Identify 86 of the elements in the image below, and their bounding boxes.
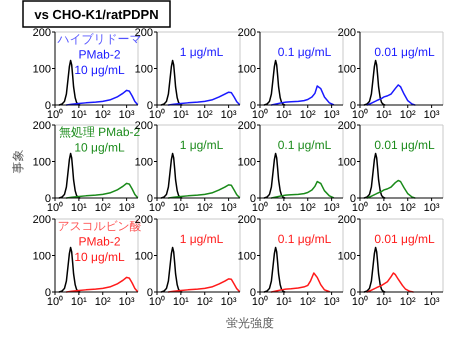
x-tick-label: 10³ — [324, 296, 340, 308]
x-tick-label: 10¹ — [376, 109, 392, 121]
x-tick-label: 10³ — [424, 296, 440, 308]
x-tick-label: 10¹ — [70, 109, 88, 121]
y-tick-label: 100 — [134, 250, 153, 262]
x-tick-label: 10³ — [424, 109, 440, 121]
x-tick-label: 10¹ — [172, 202, 190, 214]
x-tick-label: 10¹ — [376, 202, 392, 214]
x-tick-label: 10² — [196, 296, 214, 308]
x-tick-label: 10³ — [220, 202, 237, 214]
y-tick-label: 100 — [32, 64, 51, 76]
y-tick-label: 200 — [32, 27, 51, 39]
annotation: 10 μg/mL — [74, 250, 125, 264]
x-tick-label: 10¹ — [172, 109, 190, 121]
x-tick-label: 10¹ — [276, 202, 292, 214]
y-tick-label: 100 — [238, 64, 256, 76]
x-tick-label: 10⁰ — [148, 201, 166, 214]
x-tick-label: 10⁰ — [148, 108, 166, 121]
y-tick-label: 100 — [338, 250, 356, 262]
y-tick-label: 100 — [134, 64, 153, 76]
y-tick-label: 200 — [238, 214, 256, 226]
x-tick-label: 10³ — [118, 109, 135, 121]
x-tick-label: 10² — [94, 202, 112, 214]
x-tick-label: 10² — [94, 109, 112, 121]
x-tick-label: 10⁰ — [352, 108, 368, 121]
x-tick-label: 10² — [300, 202, 316, 214]
x-tick-label: 10³ — [220, 109, 237, 121]
x-tick-label: 10⁰ — [252, 295, 268, 308]
x-tick-label: 10¹ — [376, 296, 392, 308]
x-tick-label: 10⁰ — [148, 295, 166, 308]
chart-title: vs CHO-K1/ratPDPN — [34, 7, 159, 22]
x-tick-label: 10¹ — [70, 202, 88, 214]
annotation: 1 μg/mL — [180, 232, 224, 246]
x-tick-label: 10³ — [324, 202, 340, 214]
y-tick-label: 200 — [338, 27, 356, 39]
annotation: PMab-2 — [78, 48, 121, 62]
y-tick-label: 100 — [338, 64, 356, 76]
x-tick-label: 10² — [196, 109, 214, 121]
annotation: 0.1 μg/mL — [278, 45, 332, 59]
y-tick-label: 200 — [338, 214, 356, 226]
y-tick-label: 200 — [32, 214, 51, 226]
annotation: 0.1 μg/mL — [278, 138, 332, 152]
x-tick-label: 10⁰ — [46, 295, 64, 308]
x-tick-label: 10³ — [118, 296, 135, 308]
x-tick-label: 10⁰ — [46, 201, 64, 214]
annotation: PMab-2 — [78, 234, 121, 248]
annotation: 0.01 μg/mL — [374, 138, 435, 152]
annotation: 10 μg/mL — [74, 63, 125, 77]
x-tick-label: 10⁰ — [252, 108, 268, 121]
annotation: 10 μg/mL — [74, 140, 125, 154]
x-tick-label: 10² — [196, 202, 214, 214]
x-tick-label: 10¹ — [276, 296, 292, 308]
x-tick-label: 10⁰ — [252, 201, 268, 214]
y-axis-title: 事象 — [11, 150, 25, 174]
annotation: 1 μg/mL — [180, 45, 224, 59]
annotation: 0.1 μg/mL — [278, 232, 332, 246]
x-tick-label: 10² — [94, 296, 112, 308]
x-tick-label: 10⁰ — [352, 295, 368, 308]
y-tick-label: 100 — [134, 156, 153, 168]
x-tick-label: 10³ — [324, 109, 340, 121]
y-tick-label: 100 — [338, 156, 356, 168]
x-tick-label: 10⁰ — [352, 201, 368, 214]
x-tick-label: 10¹ — [70, 296, 88, 308]
x-tick-label: 10² — [400, 109, 416, 121]
x-tick-label: 10¹ — [172, 296, 190, 308]
y-tick-label: 200 — [238, 27, 256, 39]
y-tick-label: 100 — [238, 250, 256, 262]
x-tick-label: 10³ — [424, 202, 440, 214]
annotation: 0.01 μg/mL — [374, 45, 435, 59]
annotation: 0.01 μg/mL — [374, 232, 435, 246]
x-tick-label: 10² — [400, 296, 416, 308]
y-tick-label: 100 — [32, 156, 51, 168]
x-tick-label: 10⁰ — [46, 108, 64, 121]
x-tick-label: 10² — [300, 296, 316, 308]
x-tick-label: 10¹ — [276, 109, 292, 121]
y-tick-label: 100 — [238, 156, 256, 168]
y-tick-label: 100 — [32, 250, 51, 262]
y-tick-label: 200 — [338, 120, 356, 132]
y-tick-label: 200 — [32, 120, 51, 132]
annotation: 1 μg/mL — [180, 138, 224, 152]
y-tick-label: 200 — [238, 120, 256, 132]
x-tick-label: 10³ — [220, 296, 237, 308]
x-tick-label: 10² — [400, 202, 416, 214]
x-tick-label: 10³ — [118, 202, 135, 214]
x-tick-label: 10² — [300, 109, 316, 121]
x-axis-title: 蛍光強度 — [226, 316, 274, 330]
